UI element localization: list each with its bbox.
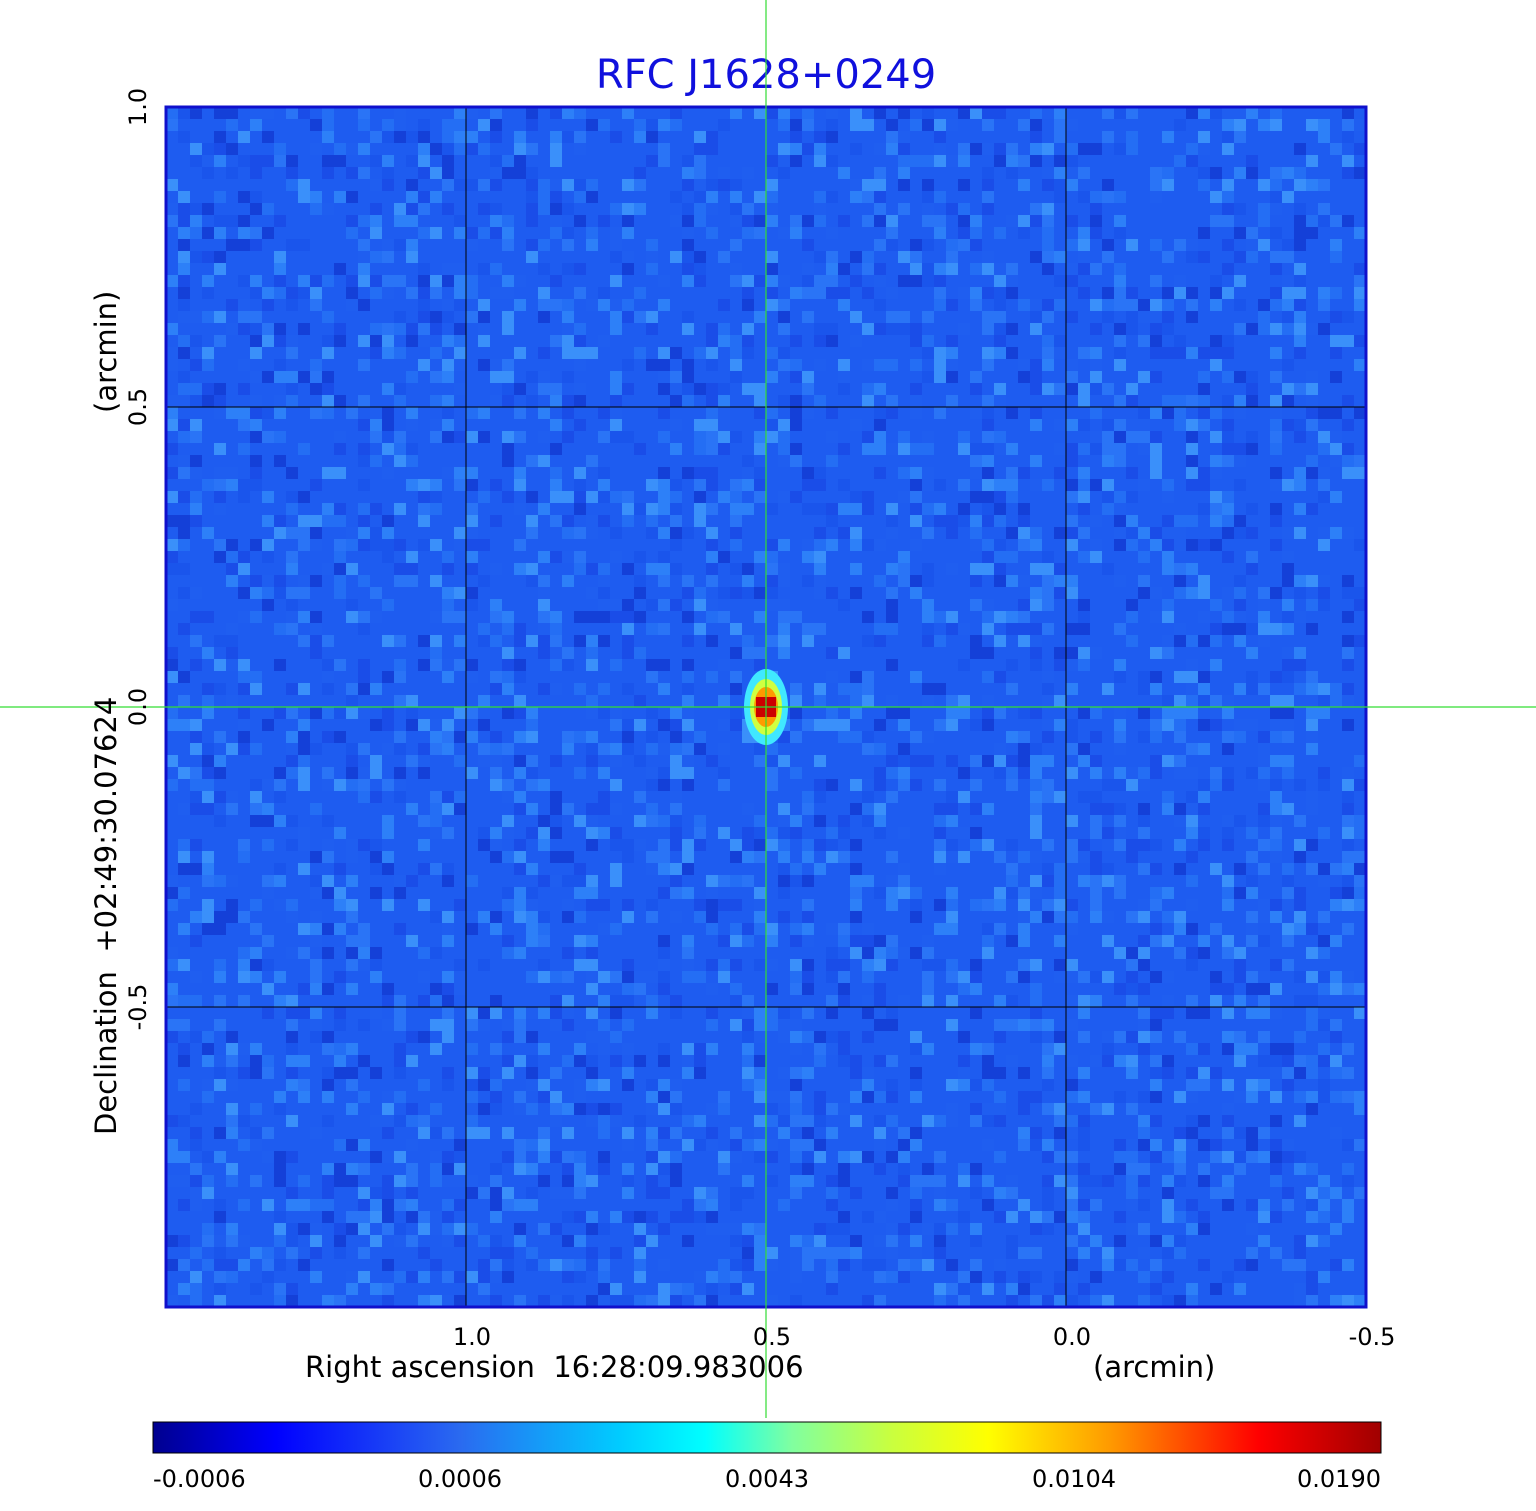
colorbar-tick-label: 0.0104 [1032,1465,1116,1493]
colorbar-tick-label: 0.0190 [1297,1465,1381,1493]
y-tick-label: 1.0 [124,88,152,126]
y-axis-unit: (arcmin) [89,291,123,413]
colorbar-tick-labels: -0.0006 0.0006 0.0043 0.0104 0.0190 [153,1465,1381,1493]
y-tick-label: 0.5 [124,388,152,426]
x-axis-unit: (arcmin) [1093,1350,1215,1384]
colorbar-tick-label: 0.0043 [725,1465,809,1493]
y-axis-label: Declination +02:49:30.07624 [89,697,123,1135]
y-tick-label: 0.0 [124,688,152,726]
colorbar [152,1421,1382,1454]
x-tick-label: 0.0 [1053,1323,1091,1351]
x-tick-label: 0.5 [753,1323,791,1351]
crosshair [0,0,1536,1418]
y-tick-labels: 1.0 0.5 0.0 -0.5 [124,88,152,1031]
y-tick-label: -0.5 [124,984,152,1031]
colorbar-tick-label: -0.0006 [153,1465,246,1493]
colorbar-tick-label: 0.0006 [418,1465,502,1493]
x-axis-label: Right ascension 16:28:09.983006 [305,1350,804,1384]
x-tick-label: 1.0 [453,1323,491,1351]
x-tick-label: -0.5 [1349,1323,1396,1351]
x-tick-labels: 1.0 0.5 0.0 -0.5 [453,1323,1396,1351]
